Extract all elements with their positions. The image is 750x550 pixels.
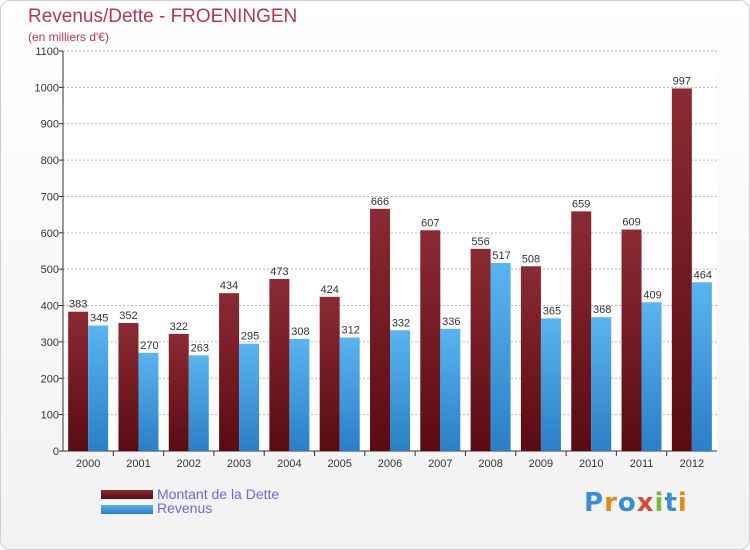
bar-revenus-2012 bbox=[691, 282, 712, 451]
x-tick-label-2001: 2001 bbox=[126, 458, 150, 470]
data-label-revenus-2000: 345 bbox=[90, 313, 108, 325]
y-tick-label: 1000 bbox=[35, 82, 59, 94]
bar-revenus-2003 bbox=[239, 343, 260, 451]
bar-revenus-2004 bbox=[289, 339, 310, 451]
data-label-dette-2005: 424 bbox=[321, 284, 339, 296]
data-label-revenus-2005: 312 bbox=[342, 325, 360, 337]
data-label-dette-2009: 508 bbox=[522, 253, 540, 265]
bar-dette-2007 bbox=[420, 230, 441, 451]
data-label-dette-2000: 383 bbox=[69, 299, 87, 311]
data-label-dette-2001: 352 bbox=[119, 310, 137, 322]
data-label-dette-2008: 556 bbox=[471, 236, 489, 248]
data-label-dette-2012: 997 bbox=[673, 75, 691, 87]
data-label-dette-2011: 609 bbox=[622, 217, 640, 229]
legend-swatch-revenus bbox=[101, 505, 153, 514]
y-tick-label: 700 bbox=[41, 191, 59, 203]
x-tick-label-2000: 2000 bbox=[76, 458, 100, 470]
bar-dette-2006 bbox=[370, 208, 390, 451]
bar-dette-2000 bbox=[68, 311, 89, 451]
y-tick-label: 1100 bbox=[35, 46, 59, 58]
bar-revenus-2005 bbox=[339, 337, 360, 451]
x-tick-label-2008: 2008 bbox=[478, 458, 502, 470]
data-label-revenus-2006: 332 bbox=[392, 317, 410, 329]
y-tick-label: 800 bbox=[41, 155, 59, 167]
y-tick-label: 200 bbox=[41, 373, 59, 385]
x-tick-label-2006: 2006 bbox=[378, 458, 402, 470]
bar-revenus-2002 bbox=[188, 355, 209, 451]
data-label-revenus-2003: 295 bbox=[241, 331, 259, 343]
data-label-revenus-2008: 517 bbox=[492, 250, 510, 262]
bar-revenus-2000 bbox=[88, 325, 109, 451]
bar-dette-2002 bbox=[168, 333, 189, 451]
x-tick-label-2012: 2012 bbox=[680, 458, 704, 470]
data-label-revenus-2007: 336 bbox=[442, 316, 460, 328]
data-label-dette-2010: 659 bbox=[572, 198, 590, 210]
data-label-revenus-2012: 464 bbox=[694, 269, 712, 281]
legend-label-debt: Montant de la Dette bbox=[157, 486, 280, 502]
x-tick-label-2003: 2003 bbox=[227, 458, 251, 470]
bar-revenus-2001 bbox=[138, 352, 159, 451]
data-label-dette-2003: 434 bbox=[220, 280, 238, 292]
data-label-dette-2002: 322 bbox=[170, 321, 188, 333]
bar-revenus-2006 bbox=[390, 330, 410, 451]
x-tick-label-2004: 2004 bbox=[277, 458, 301, 470]
x-tick-label-2011: 2011 bbox=[630, 458, 654, 470]
bar-revenus-2008 bbox=[490, 263, 511, 451]
chart-title: Revenus/Dette - FROENINGEN bbox=[28, 6, 298, 27]
data-label-dette-2004: 473 bbox=[270, 266, 288, 278]
data-label-revenus-2010: 368 bbox=[593, 304, 611, 316]
data-label-dette-2006: 666 bbox=[371, 196, 389, 208]
data-label-revenus-2009: 365 bbox=[543, 305, 561, 317]
y-tick-label: 0 bbox=[53, 446, 59, 458]
x-tick-label-2010: 2010 bbox=[579, 458, 603, 470]
bar-revenus-2010 bbox=[591, 317, 612, 451]
bar-dette-2012 bbox=[671, 88, 692, 452]
bar-dette-2001 bbox=[118, 323, 139, 451]
proxiti-logo: Proxiti bbox=[584, 488, 688, 518]
x-tick-label-2007: 2007 bbox=[428, 458, 452, 470]
data-label-revenus-2011: 409 bbox=[643, 289, 661, 301]
y-tick-label: 100 bbox=[41, 410, 59, 422]
y-tick-label: 600 bbox=[41, 228, 59, 240]
bar-dette-2009 bbox=[520, 266, 541, 451]
bar-dette-2008 bbox=[470, 248, 491, 451]
legend-swatch-debt bbox=[101, 490, 153, 499]
data-label-dette-2007: 607 bbox=[421, 217, 439, 229]
bar-revenus-2009 bbox=[540, 318, 561, 451]
data-label-revenus-2002: 263 bbox=[191, 342, 209, 354]
data-label-revenus-2001: 270 bbox=[140, 340, 158, 352]
x-tick-label-2002: 2002 bbox=[177, 458, 201, 470]
legend-label-revenus: Revenus bbox=[157, 500, 213, 516]
y-tick-label: 900 bbox=[41, 119, 59, 131]
bar-dette-2010 bbox=[571, 211, 592, 451]
y-tick-label: 400 bbox=[41, 301, 59, 313]
chart-subtitle: (en milliers d'€) bbox=[28, 30, 109, 44]
y-tick-label: 300 bbox=[41, 337, 59, 349]
bar-dette-2011 bbox=[621, 229, 642, 451]
bar-dette-2004 bbox=[269, 279, 290, 451]
bar-revenus-2011 bbox=[641, 302, 662, 451]
x-tick-label-2005: 2005 bbox=[327, 458, 351, 470]
data-label-revenus-2004: 308 bbox=[291, 326, 309, 338]
bar-dette-2003 bbox=[219, 293, 240, 451]
x-tick-label-2009: 2009 bbox=[529, 458, 553, 470]
y-tick-label: 500 bbox=[41, 264, 59, 276]
bar-dette-2005 bbox=[319, 296, 340, 451]
bar-revenus-2007 bbox=[440, 328, 461, 451]
